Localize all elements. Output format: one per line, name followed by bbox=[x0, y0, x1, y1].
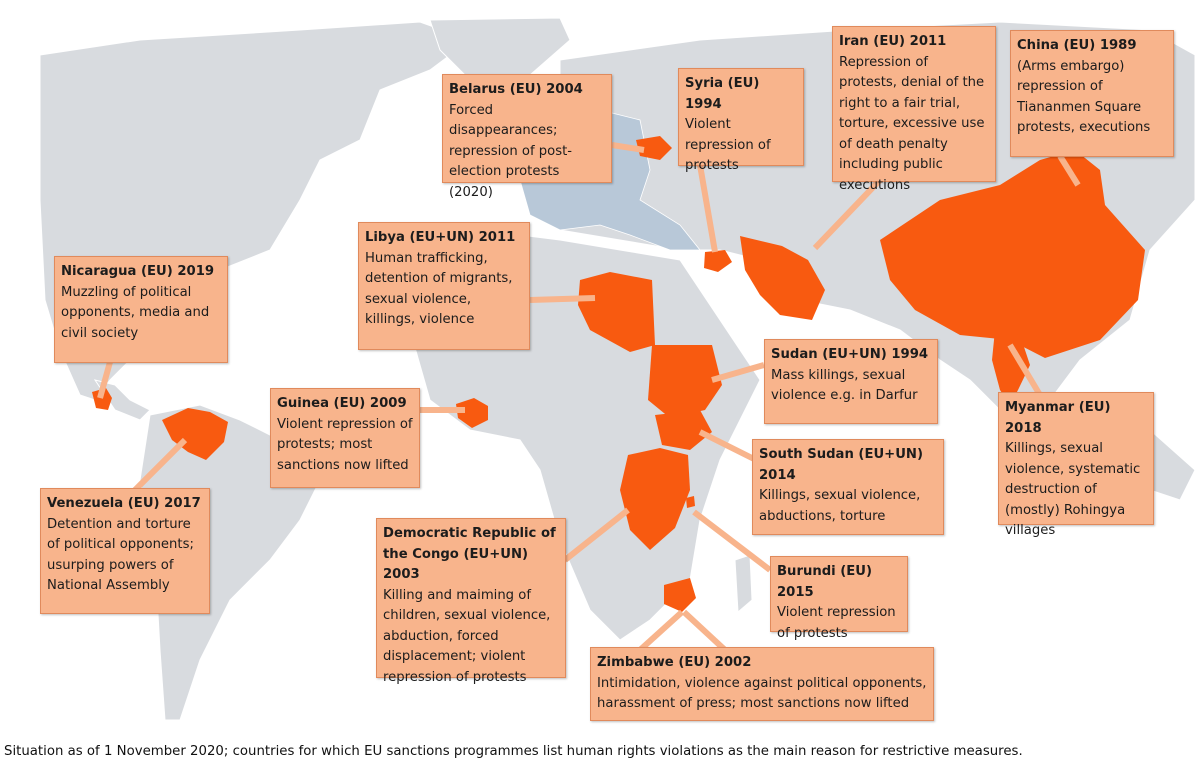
callout-belarus: Belarus (EU) 2004 Forced disappearances;… bbox=[442, 74, 612, 200]
callout-libya-description: Human trafficking, detention of migrants… bbox=[365, 250, 513, 328]
zimbabwe-pointer bbox=[637, 609, 685, 653]
iran-shape bbox=[740, 236, 825, 320]
callout-sudan-description: Mass killings, sexual violence e.g. in D… bbox=[771, 367, 918, 404]
world-map: Belarus (EU) 2004 Forced disappearances;… bbox=[40, 17, 1195, 721]
callout-belarus-description: Forced disappearances; repression of pos… bbox=[449, 102, 573, 200]
drc-pointer bbox=[563, 507, 630, 563]
callout-burundi-description: Violent repression of protests bbox=[777, 605, 896, 641]
callout-myanmar-title: Myanmar (EU) 2018 bbox=[1005, 400, 1111, 436]
callout-venezuela-description: Detention and torture of political oppon… bbox=[47, 516, 194, 594]
myanmar-pointer bbox=[1007, 343, 1043, 397]
china-shape bbox=[880, 150, 1145, 358]
zimbabwe-shape bbox=[664, 578, 696, 612]
belarus-shape bbox=[636, 136, 672, 160]
callout-belarus-title: Belarus (EU) 2004 bbox=[449, 82, 583, 97]
nicaragua-pointer bbox=[97, 361, 113, 399]
iran-pointer bbox=[812, 177, 883, 251]
callout-nicaragua: Nicaragua (EU) 2019 Muzzling of politica… bbox=[54, 256, 228, 363]
venezuela-shape bbox=[162, 408, 228, 460]
china-pointer bbox=[1057, 154, 1081, 187]
callout-china-description: (Arms embargo) repression of Tiananmen S… bbox=[1017, 58, 1151, 136]
callout-iran-description: Repression of protests, denial of the ri… bbox=[839, 54, 985, 193]
callout-venezuela-title: Venezuela (EU) 2017 bbox=[47, 496, 201, 511]
nicaragua-shape bbox=[92, 388, 112, 410]
callout-sudan-title: Sudan (EU+UN) 1994 bbox=[771, 347, 929, 362]
syria-shape bbox=[704, 250, 732, 272]
belarus-pointer bbox=[611, 142, 645, 153]
sudan-pointer bbox=[711, 362, 765, 383]
madagascar-landmass bbox=[734, 554, 753, 614]
myanmar-shape bbox=[992, 330, 1030, 405]
callout-china-title: China (EU) 1989 bbox=[1017, 38, 1137, 53]
callout-south-sudan: South Sudan (EU+UN) 2014 Killings, sexua… bbox=[752, 439, 944, 535]
callout-drc-description: Killing and maiming of children, sexual … bbox=[383, 587, 551, 685]
callout-drc: Democratic Republic of the Congo (EU+UN)… bbox=[376, 518, 566, 685]
callout-zimbabwe-title: Zimbabwe (EU) 2002 bbox=[597, 655, 752, 670]
greenland-landmass bbox=[429, 17, 571, 81]
callout-drc-title: Democratic Republic of the Congo (EU+UN)… bbox=[383, 526, 556, 582]
callout-zimbabwe-description: Intimidation, violence against political… bbox=[597, 675, 927, 712]
callout-nicaragua-description: Muzzling of political opponents, media a… bbox=[61, 284, 210, 341]
callout-south-sudan-title: South Sudan (EU+UN) 2014 bbox=[759, 447, 924, 483]
callout-myanmar: Myanmar (EU) 2018 Killings, sexual viole… bbox=[998, 392, 1154, 538]
syria-pointer bbox=[697, 164, 718, 253]
burundi-pointer bbox=[692, 509, 772, 573]
guinea-shape bbox=[456, 398, 488, 428]
callout-libya: Libya (EU+UN) 2011 Human trafficking, de… bbox=[358, 222, 530, 350]
callout-nicaragua-title: Nicaragua (EU) 2019 bbox=[61, 264, 215, 279]
callout-guinea-title: Guinea (EU) 2009 bbox=[277, 396, 407, 411]
callout-zimbabwe: Zimbabwe (EU) 2002 Intimidation, violenc… bbox=[590, 647, 934, 721]
sudan-shape bbox=[648, 345, 722, 418]
map-caption: Situation as of 1 November 2020; countri… bbox=[4, 744, 1023, 759]
south-sudan-shape bbox=[655, 410, 712, 450]
callout-burundi-title: Burundi (EU) 2015 bbox=[777, 564, 873, 600]
south-sudan-pointer bbox=[698, 429, 762, 465]
callout-guinea: Guinea (EU) 2009 Violent repression of p… bbox=[270, 388, 420, 488]
callout-guinea-description: Violent repression of protests; most san… bbox=[277, 416, 413, 473]
callout-myanmar-description: Killings, sexual violence, systematic de… bbox=[1005, 441, 1141, 538]
libya-pointer bbox=[529, 295, 596, 303]
callout-china: China (EU) 1989 (Arms embargo) repressio… bbox=[1010, 30, 1174, 157]
venezuela-pointer bbox=[127, 437, 188, 498]
burundi-shape bbox=[686, 496, 695, 508]
callout-syria-title: Syria (EU) 1994 bbox=[685, 76, 760, 112]
callout-burundi: Burundi (EU) 2015 Violent repression of … bbox=[770, 556, 908, 641]
zimbabwe-pointer-right bbox=[681, 609, 728, 653]
callout-syria-description: Violent repression of protests bbox=[685, 117, 771, 173]
callout-libya-title: Libya (EU+UN) 2011 bbox=[365, 230, 516, 245]
callout-iran-title: Iran (EU) 2011 bbox=[839, 34, 947, 49]
libya-shape bbox=[578, 272, 655, 352]
drc-shape bbox=[620, 448, 690, 550]
callout-iran: Iran (EU) 2011 Repression of protests, d… bbox=[832, 26, 996, 193]
callout-venezuela: Venezuela (EU) 2017 Detention and tortur… bbox=[40, 488, 210, 614]
callout-sudan: Sudan (EU+UN) 1994 Mass killings, sexual… bbox=[764, 339, 938, 424]
callout-syria: Syria (EU) 1994 Violent repression of pr… bbox=[678, 68, 804, 173]
central-america-landmass bbox=[93, 379, 151, 421]
callout-south-sudan-description: Killings, sexual violence, abductions, t… bbox=[759, 488, 921, 524]
